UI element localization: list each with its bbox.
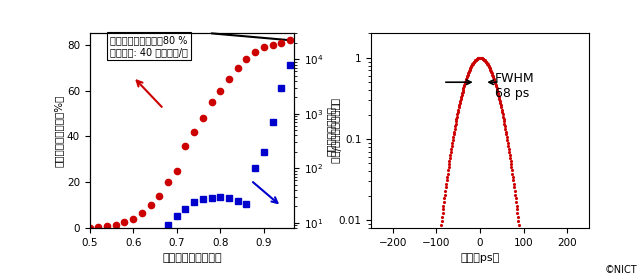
Y-axis label: 暑計数（カウント/秒）: 暑計数（カウント/秒） xyxy=(330,98,340,164)
Text: システム検出効率：80 %
暑計数率: 40 カウント/秒: システム検出効率：80 % 暑計数率: 40 カウント/秒 xyxy=(110,35,188,57)
X-axis label: 規格化バイアス電流: 規格化バイアス電流 xyxy=(162,253,222,263)
Text: ©NICT: ©NICT xyxy=(604,265,637,275)
Y-axis label: システム検出効率（%）: システム検出効率（%） xyxy=(54,95,64,167)
Text: FWHM
68 ps: FWHM 68 ps xyxy=(495,72,535,100)
X-axis label: 時間（ps）: 時間（ps） xyxy=(460,253,500,263)
Y-axis label: 規格化カウント数: 規格化カウント数 xyxy=(326,106,336,156)
